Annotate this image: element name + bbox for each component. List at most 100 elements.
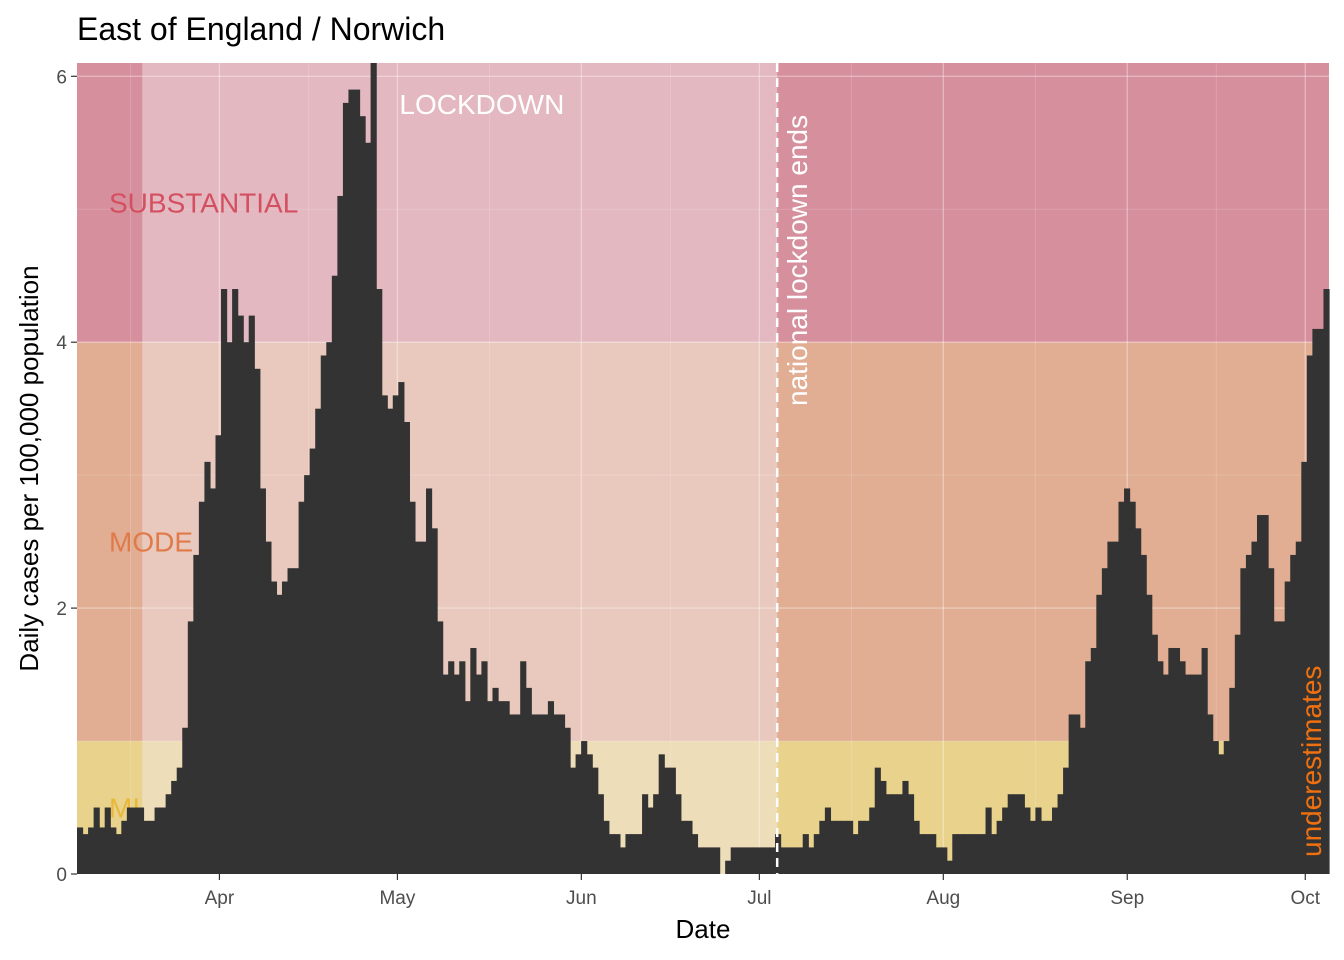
bar — [1124, 488, 1131, 874]
bar — [952, 834, 959, 874]
bar — [1057, 794, 1064, 874]
bar — [974, 834, 981, 874]
bar — [1085, 661, 1092, 874]
bar — [553, 714, 560, 874]
bar — [1162, 674, 1169, 874]
bar — [547, 701, 555, 874]
bar — [570, 767, 577, 874]
bar — [1135, 528, 1142, 874]
bar — [536, 714, 543, 874]
bar — [481, 661, 488, 874]
bar — [603, 820, 610, 874]
bar — [1218, 754, 1225, 874]
y-tick-label: 2 — [56, 599, 67, 620]
bar — [752, 847, 759, 874]
bar — [1107, 541, 1114, 874]
bar — [464, 701, 471, 874]
x-tick-label: Jun — [566, 888, 597, 909]
bar — [747, 847, 754, 874]
bar — [1279, 621, 1286, 874]
bar — [442, 674, 449, 874]
bar — [154, 807, 161, 874]
bar — [1229, 687, 1236, 874]
bar — [858, 820, 865, 874]
bar — [1256, 515, 1264, 874]
bar — [630, 834, 638, 874]
bar — [653, 794, 660, 874]
bar — [835, 820, 843, 874]
bar — [149, 820, 156, 874]
bar — [376, 289, 383, 875]
bar — [171, 780, 178, 874]
bar — [924, 834, 931, 874]
bar — [708, 847, 715, 874]
bar — [281, 581, 289, 874]
bar — [581, 741, 588, 874]
bar — [77, 827, 84, 874]
bar — [531, 714, 538, 874]
bar — [1268, 568, 1275, 874]
bar — [492, 687, 499, 874]
bar — [1290, 554, 1297, 874]
bar — [126, 807, 133, 874]
bar — [979, 834, 987, 874]
bar — [725, 860, 732, 874]
bar — [697, 847, 704, 874]
bar — [1306, 355, 1313, 874]
bar — [1184, 674, 1192, 874]
bar — [520, 661, 527, 874]
bar — [459, 661, 466, 874]
bar — [198, 501, 206, 874]
bar — [1201, 647, 1208, 874]
x-tick-label: Apr — [205, 888, 235, 909]
bar — [232, 289, 239, 875]
bar — [902, 780, 909, 874]
bar — [985, 807, 992, 874]
bar — [780, 847, 787, 874]
bar — [1151, 634, 1158, 874]
bar — [298, 501, 305, 874]
bar — [714, 847, 721, 874]
bar — [414, 541, 422, 874]
bar — [941, 847, 948, 874]
bar — [813, 834, 820, 874]
bar — [758, 847, 765, 874]
bar — [115, 834, 122, 874]
bar — [309, 448, 316, 874]
bar — [392, 395, 399, 874]
bar — [575, 754, 582, 874]
bar — [431, 528, 438, 874]
bar — [1317, 328, 1325, 875]
bar — [226, 342, 233, 874]
bar — [82, 834, 89, 874]
bar — [1301, 461, 1308, 874]
lockdown-end-label: national lockdown ends — [782, 115, 813, 406]
bar — [675, 794, 682, 874]
bar — [1068, 714, 1075, 874]
bar — [337, 195, 344, 875]
bar — [1052, 807, 1059, 874]
bar — [647, 807, 654, 874]
bar — [359, 116, 366, 875]
bar — [121, 820, 128, 874]
bar — [703, 847, 710, 874]
bar — [819, 820, 826, 874]
zone-label-substantial: SUBSTANTIAL — [109, 188, 298, 219]
bar — [1018, 794, 1025, 874]
bar — [852, 834, 859, 874]
bar — [1090, 647, 1097, 874]
bar — [963, 834, 970, 874]
bar — [686, 820, 693, 874]
bar — [586, 754, 593, 874]
bar — [1190, 674, 1197, 874]
bar — [326, 342, 333, 874]
bar — [1245, 554, 1253, 874]
bar — [1323, 289, 1330, 875]
bar — [824, 807, 832, 874]
bar — [968, 834, 976, 874]
bar — [1074, 714, 1081, 874]
bar — [1046, 820, 1053, 874]
y-axis-title: Daily cases per 100,000 population — [14, 265, 44, 671]
